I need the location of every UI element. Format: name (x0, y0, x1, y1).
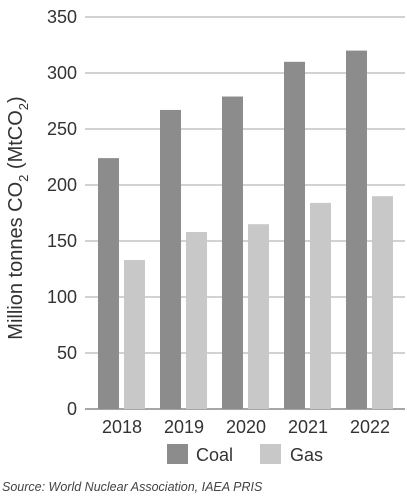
legend-label-gas: Gas (290, 445, 323, 465)
y-tick-label: 200 (47, 175, 77, 195)
y-tick-label: 300 (47, 63, 77, 83)
bar-coal-2019 (160, 109, 181, 410)
x-tick-label: 2021 (288, 417, 328, 437)
bar-gas-2020 (248, 224, 269, 409)
x-tick-label: 2020 (226, 417, 266, 437)
bar-gas-2022 (372, 196, 393, 409)
legend-swatch-coal (167, 444, 188, 464)
legend-label-coal: Coal (196, 445, 233, 465)
bar-coal-2021 (284, 61, 305, 410)
bar-gas-2021 (310, 202, 331, 409)
y-tick-label: 150 (47, 231, 77, 251)
bars (98, 50, 393, 410)
bar-gas-2019 (186, 232, 207, 409)
y-tick-label: 100 (47, 287, 77, 307)
bar-coal-2018 (98, 158, 119, 409)
bar-coal-2020 (222, 96, 243, 410)
y-tick-label: 350 (47, 7, 77, 27)
y-axis-title: Million tonnes CO2 (MtCO2) (5, 96, 31, 339)
y-tick-labels: 0 50 100 150 200 250 300 350 (47, 7, 77, 419)
y-tick-label: 0 (67, 399, 77, 419)
bar-gas-2018 (124, 260, 145, 409)
x-tick-label: 2018 (102, 417, 142, 437)
x-tick-label: 2022 (350, 417, 390, 437)
legend-swatch-gas (260, 444, 281, 464)
x-tick-labels: 2018 2019 2020 2021 2022 (102, 417, 390, 437)
x-tick-label: 2019 (164, 417, 204, 437)
legend: Coal Gas (167, 444, 323, 465)
bar-coal-2022 (346, 50, 367, 409)
source-note: Source: World Nuclear Association, IAEA … (2, 480, 263, 494)
y-tick-label: 50 (57, 343, 77, 363)
y-tick-label: 250 (47, 119, 77, 139)
